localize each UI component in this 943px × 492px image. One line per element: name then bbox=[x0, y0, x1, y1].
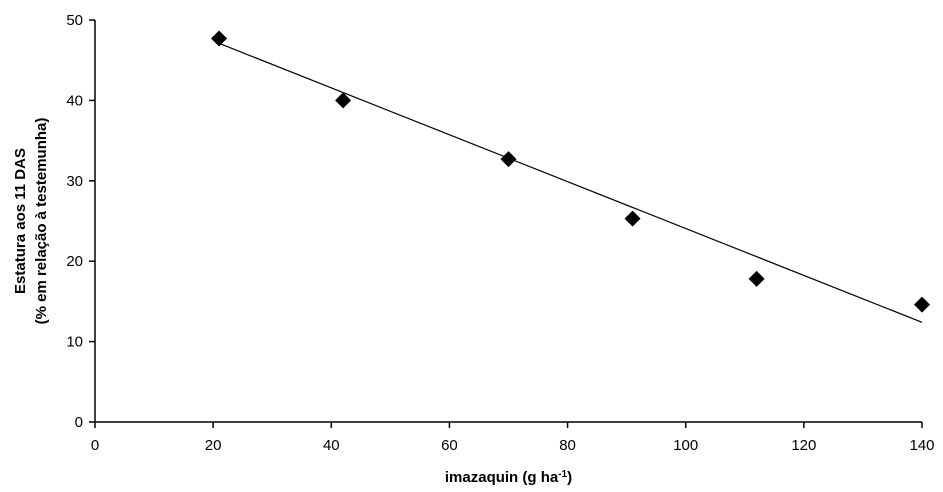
y-tick-label: 40 bbox=[66, 92, 83, 109]
y-axis-title-line1: Estatura aos 11 DAS bbox=[12, 148, 29, 294]
y-ticks: 0 10 20 30 40 50 bbox=[66, 12, 95, 431]
x-axis-title: imazaquin (g ha-1) bbox=[445, 469, 572, 487]
y-tick-label: 50 bbox=[66, 12, 83, 29]
data-point bbox=[624, 210, 641, 227]
axes bbox=[94, 20, 922, 423]
y-tick-label: 10 bbox=[66, 334, 83, 351]
y-axis-title-line2: (% em relação à testemunha) bbox=[33, 118, 50, 325]
data-point bbox=[335, 92, 352, 109]
x-axis-title-main: imazaquin (g ha bbox=[445, 469, 559, 486]
x-ticks: 0 20 40 60 80 100 120 140 bbox=[91, 422, 935, 454]
trend-line bbox=[218, 42, 923, 323]
data-points bbox=[211, 30, 930, 313]
x-axis-title-close: ) bbox=[567, 469, 572, 486]
x-tick-label: 100 bbox=[673, 437, 698, 454]
data-point bbox=[500, 151, 517, 168]
x-tick-label: 120 bbox=[791, 437, 816, 454]
x-tick-label: 0 bbox=[91, 437, 99, 454]
y-tick-label: 30 bbox=[66, 173, 83, 190]
data-point bbox=[748, 270, 765, 287]
x-tick-label: 80 bbox=[559, 437, 576, 454]
y-axis-title: Estatura aos 11 DAS (% em relação à test… bbox=[12, 118, 50, 325]
x-tick-label: 140 bbox=[909, 437, 934, 454]
data-point bbox=[211, 30, 228, 47]
data-point bbox=[914, 296, 930, 313]
x-axis-title-sup: -1 bbox=[558, 469, 567, 480]
x-tick-label: 40 bbox=[323, 437, 340, 454]
y-tick-label: 0 bbox=[75, 414, 83, 431]
x-tick-label: 60 bbox=[441, 437, 458, 454]
x-tick-label: 20 bbox=[205, 437, 222, 454]
y-tick-label: 20 bbox=[66, 253, 83, 270]
